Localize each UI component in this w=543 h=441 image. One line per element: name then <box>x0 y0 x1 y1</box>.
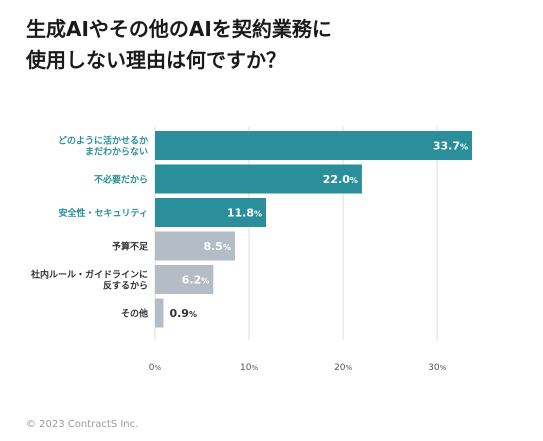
bar <box>155 231 235 261</box>
data-label: 11.8% <box>227 207 262 220</box>
x-tick-label: 10% <box>240 363 258 373</box>
category-label: その他 <box>121 308 148 320</box>
data-label: 0.9% <box>169 307 197 320</box>
chart-title: 生成AIやその他のAIを契約業務に 使用しない理由は何ですか？ <box>26 14 526 76</box>
category-label: どのように活かせるかまだわからない <box>58 135 148 158</box>
bar <box>155 164 362 194</box>
chart-title-line-2: 使用しない理由は何ですか？ <box>26 48 286 72</box>
data-label: 22.0% <box>323 173 358 186</box>
x-tick-label: 30% <box>428 363 446 373</box>
bar <box>155 131 472 160</box>
category-label: 安全性・セキュリティ <box>59 207 148 219</box>
x-tick-label: 0% <box>149 363 162 373</box>
category-label: 不必要だから <box>94 174 148 186</box>
data-label: 33.7% <box>433 140 468 153</box>
x-tick-label: 20% <box>334 363 352 373</box>
bar <box>155 198 266 227</box>
bar <box>155 265 214 294</box>
chart-title-line-1: 生成AIやその他のAIを契約業務に <box>26 17 332 41</box>
data-label: 6.2% <box>182 274 210 287</box>
data-label: 8.5% <box>203 240 231 253</box>
bar <box>155 298 164 328</box>
category-label: 社内ルール・ガイドラインに反するから <box>30 269 148 292</box>
copyright-notice: © 2023 ContractS Inc. <box>26 419 139 430</box>
category-label: 予算不足 <box>112 241 149 253</box>
